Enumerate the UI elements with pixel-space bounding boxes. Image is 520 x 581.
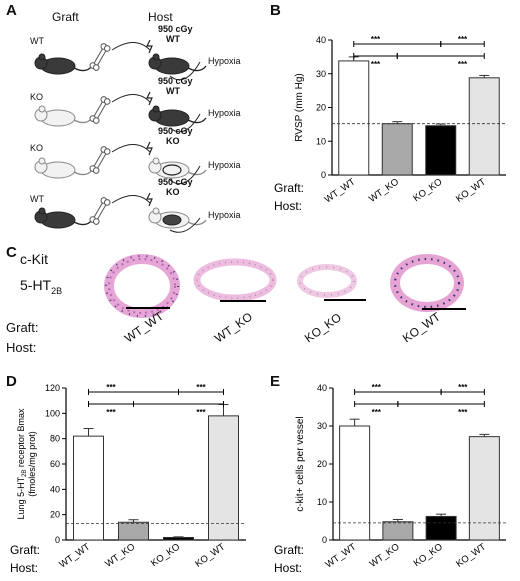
schematic-row-3	[34, 141, 207, 185]
significance-label: ***	[458, 383, 468, 392]
micrograph-ko-ko	[297, 264, 366, 301]
y-axis-label: c-kit+ cells per vessel	[295, 416, 306, 511]
row1-outcome: Hypoxia	[208, 56, 241, 66]
bar	[468, 77, 500, 176]
host-label: Host:	[10, 561, 38, 575]
panel-letter-b: B	[270, 2, 281, 19]
y-tick-label: 100	[45, 408, 60, 418]
row2-host: WT	[166, 86, 180, 96]
y-tick-label: 40	[50, 484, 60, 494]
row1-host: WT	[166, 34, 180, 44]
y-axis-unit-label: (fmoles/mg prot)	[27, 431, 37, 497]
y-axis-label-sub: 2B	[22, 470, 28, 477]
y-tick-label: 40	[316, 35, 326, 45]
y-tick-label: 0	[321, 170, 326, 180]
row2-outcome: Hypoxia	[208, 108, 241, 118]
graft-label: Graft:	[10, 543, 40, 557]
significance-label: ***	[371, 60, 381, 69]
panel-c-micrographs	[104, 254, 466, 318]
stain-ckit-label: c-Kit	[20, 251, 48, 267]
row4-host: KO	[166, 187, 180, 197]
bar	[382, 521, 414, 541]
bar	[468, 436, 500, 541]
row3-dose: 950 cGy	[158, 126, 193, 136]
y-tick-label: 0	[55, 535, 60, 545]
y-tick-label: 10	[317, 497, 327, 507]
significance-label: ***	[372, 408, 382, 417]
y-tick-label: 40	[317, 383, 327, 393]
y-tick-label: 60	[50, 459, 60, 469]
y-tick-label: 10	[316, 136, 326, 146]
host-label: Host:	[274, 561, 302, 575]
graft-header: Graft	[52, 10, 79, 24]
y-axis-label: RVSP (mm Hg)	[294, 73, 305, 142]
y-tick-label: 0	[322, 535, 327, 545]
significance-label: ***	[106, 383, 116, 392]
panel-letter-d: D	[6, 373, 17, 390]
y-axis-label: Lung 5-HT2B receptor Bmax	[16, 408, 28, 519]
micrograph-wt-wt	[104, 254, 180, 318]
significance-label: ***	[106, 408, 116, 417]
row2-graft: KO	[30, 92, 44, 102]
row2-dose: 950 cGy	[158, 76, 193, 86]
row4-graft: WT	[30, 194, 44, 204]
row3-graft: KO	[30, 143, 44, 153]
c-graft-label: Graft:	[6, 320, 39, 335]
host-label: Host:	[274, 199, 302, 213]
significance-label: ***	[196, 383, 206, 392]
bar	[425, 515, 457, 541]
y-tick-label: 30	[316, 69, 326, 79]
y-tick-label: 20	[316, 103, 326, 113]
host-header: Host	[148, 10, 173, 24]
row4-outcome: Hypoxia	[208, 210, 241, 220]
panel-letter-a: A	[6, 2, 17, 19]
significance-label: ***	[372, 383, 382, 392]
y-tick-label: 20	[317, 459, 327, 469]
y-tick-label: 30	[317, 421, 327, 431]
graft-label: Graft:	[274, 181, 304, 195]
micrograph-ko-wt	[390, 254, 466, 312]
significance-label: ***	[371, 35, 381, 44]
y-axis-label-part: receptor Bmax	[16, 408, 26, 470]
significance-label: ***	[196, 408, 206, 417]
row1-dose: 950 cGy	[158, 24, 193, 34]
stain-5ht2b-base: 5-HT	[20, 277, 52, 293]
schematic-row-2	[34, 91, 207, 133]
stain-5ht2b-label: 5-HT2B	[20, 277, 62, 296]
panel-a-schematic	[34, 39, 207, 233]
micrograph-wt-ko	[193, 258, 277, 302]
panel-letter-c: C	[6, 244, 17, 261]
category-label: KO_KO	[412, 541, 445, 569]
row3-outcome: Hypoxia	[208, 160, 241, 170]
y-tick-label: 20	[50, 510, 60, 520]
stain-5ht2b-sub: 2B	[51, 285, 63, 296]
row1-graft: WT	[30, 36, 44, 46]
panel-letter-e: E	[270, 373, 281, 390]
schematic-row-1	[34, 39, 207, 81]
bar	[425, 125, 457, 176]
category-label: WT_WT	[324, 541, 359, 570]
bar	[73, 435, 104, 541]
graft-label: Graft:	[274, 543, 304, 557]
schematic-row-4	[34, 192, 207, 233]
y-tick-label: 120	[45, 383, 60, 393]
y-tick-label: 80	[50, 434, 60, 444]
row3-host: KO	[166, 136, 180, 146]
category-label: KO_WT	[454, 541, 488, 569]
category-label: WT_KO	[368, 541, 402, 569]
significance-label: ***	[458, 60, 468, 69]
significance-label: ***	[458, 408, 468, 417]
row4-dose: 950 cGy	[158, 177, 193, 187]
significance-label: ***	[458, 35, 468, 44]
c-host-label: Host:	[6, 340, 37, 355]
y-axis-label-part: Lung 5-HT	[16, 476, 26, 519]
